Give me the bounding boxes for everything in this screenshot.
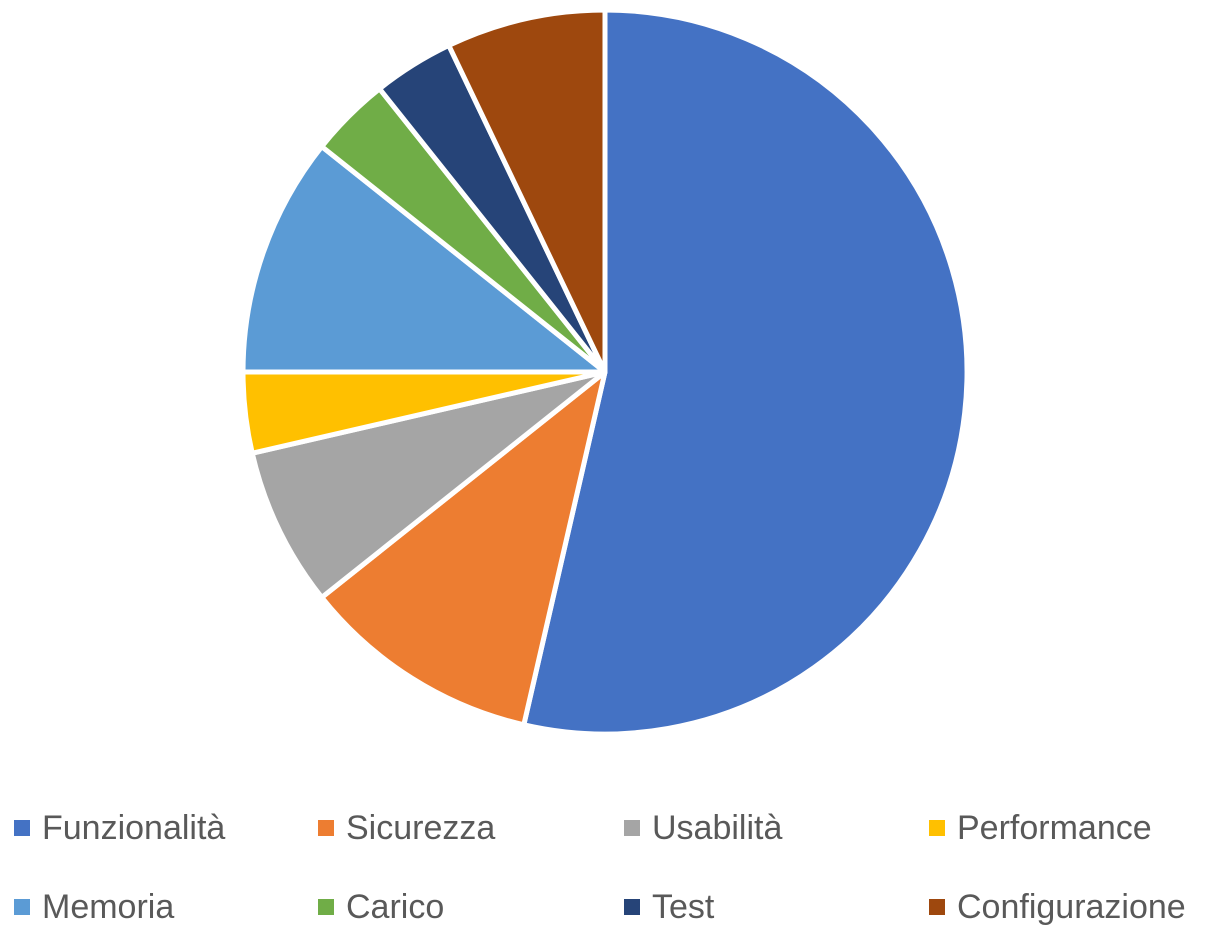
legend-swatch [929,820,945,836]
legend-label: Usabilità [652,808,783,847]
pie-slice-funzionalita [521,7,970,737]
legend-item-performance: Performance [929,808,1152,848]
legend-swatch [14,899,30,915]
legend-label: Performance [957,808,1152,847]
legend-item-test: Test [624,887,714,927]
legend-swatch [624,820,640,836]
legend-item-memoria: Memoria [14,887,174,927]
legend-swatch [929,899,945,915]
legend-swatch [14,820,30,836]
legend-label: Configurazione [957,887,1186,926]
legend-swatch [318,820,334,836]
legend-item-sicurezza: Sicurezza [318,808,495,848]
legend-label: Funzionalità [42,808,226,847]
legend-label: Carico [346,887,445,926]
legend-swatch [318,899,334,915]
legend-item-configurazione: Configurazione [929,887,1186,927]
pie-slice-configurazione [446,7,608,375]
pie-slice-memoria [240,144,608,375]
legend-label: Memoria [42,887,175,926]
legend: Funzionalità Sicurezza Usabilità Perform… [0,790,1229,937]
pie-slice-sicurezza [319,369,608,728]
legend-label: Test [652,887,715,926]
legend-label: Sicurezza [346,808,496,847]
legend-swatch [624,899,640,915]
legend-item-funzionalita: Funzionalità [14,808,225,848]
legend-item-carico: Carico [318,887,444,927]
legend-item-usabilita: Usabilità [624,808,782,848]
pie-slice-usabilita [249,369,608,600]
